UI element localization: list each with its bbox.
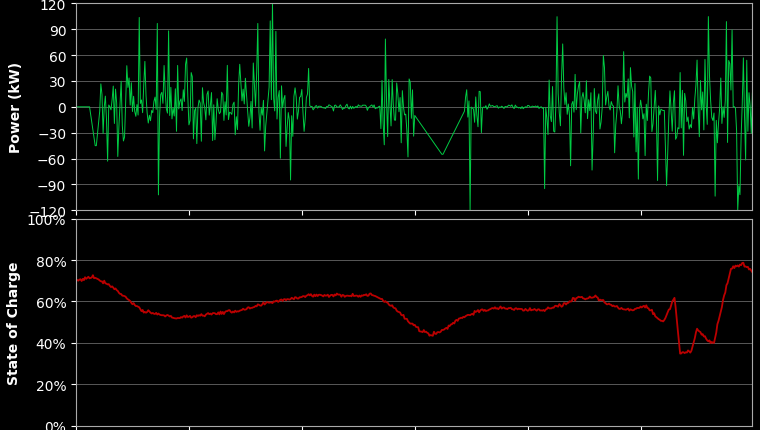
Y-axis label: State of Charge: State of Charge [8, 261, 21, 384]
Y-axis label: Power (kW): Power (kW) [8, 62, 23, 153]
